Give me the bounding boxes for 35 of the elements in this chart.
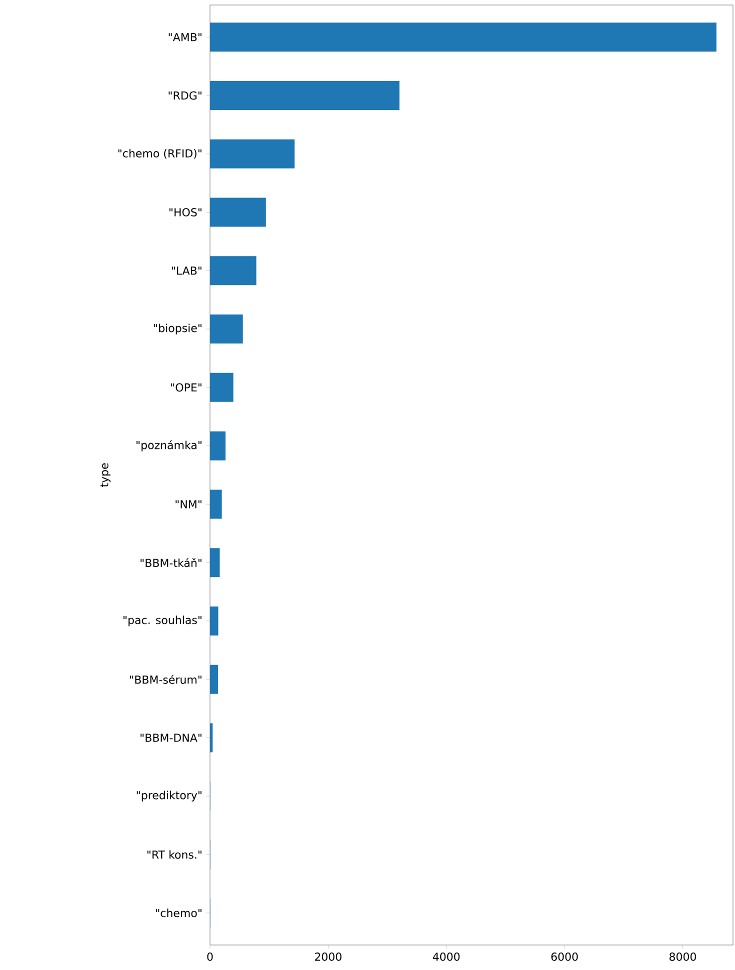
bar (210, 22, 716, 52)
bar (210, 431, 226, 460)
y-tick-label: "chemo" (156, 908, 202, 918)
bar (210, 490, 222, 519)
y-tick-label: "BBM-DNA" (140, 734, 202, 742)
x-tick-label: 8000 (670, 952, 696, 961)
bar (210, 198, 266, 227)
y-tick-label: "poznámka" (136, 440, 202, 452)
bar (210, 723, 213, 752)
bar (210, 548, 220, 578)
y-tick-label: "AMB" (168, 33, 202, 42)
x-tick-label: 0 (207, 952, 213, 961)
bar (210, 139, 295, 168)
x-tick-label: 6000 (551, 952, 578, 961)
bar (210, 314, 243, 344)
x-tick-label: 4000 (432, 952, 460, 961)
y-tick-label: "BBM-sérum" (130, 674, 202, 684)
y-tick-label: "RDG" (168, 91, 202, 100)
y-tick-label: "prediktory" (136, 790, 202, 802)
y-tick-label: "RT kons." (147, 850, 202, 859)
bar (210, 664, 218, 694)
y-tick-label: "LAB" (172, 266, 202, 275)
y-tick-label: "NM" (176, 500, 202, 508)
bar (210, 256, 256, 286)
y-tick-label: "OPE" (171, 383, 202, 392)
bar (210, 606, 218, 636)
x-tick-label: 2000 (314, 952, 342, 961)
y-tick-label: "BBM-tkáň" (140, 558, 202, 568)
bar (210, 81, 400, 110)
y-tick-label: "biopsie" (154, 324, 202, 334)
bar (210, 372, 234, 402)
y-tick-label: "HOS" (169, 208, 202, 216)
y-axis-title: type (100, 463, 110, 487)
y-tick-label: "chemo (RFID)" (118, 148, 202, 159)
y-tick-label: "pac. souhlas" (124, 616, 202, 626)
